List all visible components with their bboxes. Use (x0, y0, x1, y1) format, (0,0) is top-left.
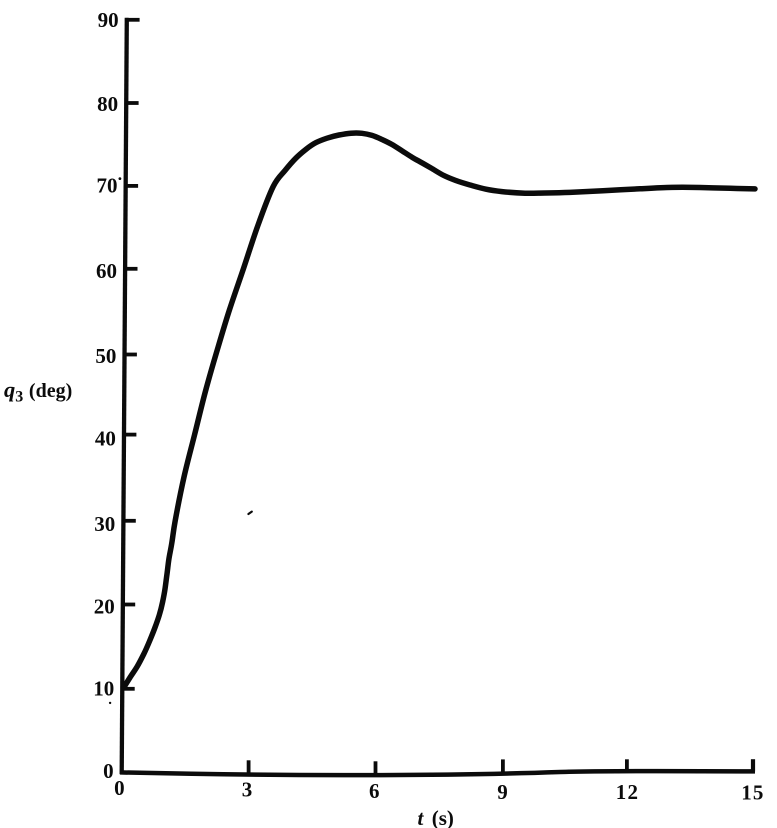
svg-text:50: 50 (95, 344, 116, 368)
svg-text:90: 90 (98, 8, 119, 32)
svg-text:80: 80 (97, 92, 118, 116)
svg-text:10: 10 (93, 677, 114, 701)
svg-text:12: 12 (616, 780, 639, 804)
svg-text:0: 0 (114, 776, 125, 800)
svg-text:30: 30 (94, 512, 115, 536)
svg-text:6: 6 (369, 779, 380, 803)
svg-text:20: 20 (94, 594, 115, 618)
svg-text:0: 0 (103, 759, 114, 783)
svg-text:60: 60 (96, 259, 117, 283)
svg-text:15: 15 (741, 781, 764, 805)
svg-text:3: 3 (242, 777, 253, 801)
svg-text:t (s): t (s) (418, 806, 454, 828)
svg-text:q3 (deg): q3 (deg) (4, 377, 72, 405)
svg-text:40: 40 (95, 427, 116, 451)
svg-text:9: 9 (497, 780, 508, 804)
svg-text:70: 70 (97, 174, 118, 198)
